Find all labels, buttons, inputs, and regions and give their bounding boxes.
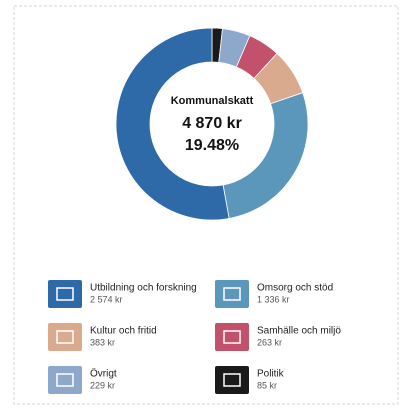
legend-icon bbox=[48, 323, 82, 351]
center-amount: 4 870 kr bbox=[182, 115, 242, 132]
legend-icon bbox=[48, 280, 82, 308]
donut-segment bbox=[115, 27, 230, 221]
center-percent: 19.48% bbox=[185, 137, 239, 154]
legend-value: 2 574 kr bbox=[90, 294, 123, 304]
legend-value: 383 kr bbox=[90, 337, 115, 347]
legend-icon bbox=[215, 323, 249, 351]
legend-icon bbox=[215, 366, 249, 394]
legend-value: 85 kr bbox=[257, 380, 277, 390]
legend-icon-glyph bbox=[223, 373, 241, 387]
legend-name: Omsorg och stöd bbox=[257, 283, 333, 294]
legend-icon bbox=[215, 280, 249, 308]
legend-icon bbox=[48, 366, 82, 394]
legend-icon-glyph bbox=[56, 287, 74, 301]
donut bbox=[115, 27, 309, 221]
legend-icon-glyph bbox=[223, 330, 241, 344]
legend-icon-glyph bbox=[223, 287, 241, 301]
legend-name: Övrigt bbox=[90, 368, 117, 380]
legend-name: Samhälle och miljö bbox=[257, 326, 341, 337]
center-title: Kommunalskatt bbox=[171, 95, 254, 107]
legend-value: 229 kr bbox=[90, 380, 115, 390]
legend-value: 263 kr bbox=[257, 337, 282, 347]
legend-name: Kultur och fritid bbox=[90, 326, 157, 337]
legend-name: Politik bbox=[257, 369, 285, 380]
legend-icon-glyph bbox=[56, 373, 74, 387]
legend-icon-glyph bbox=[56, 330, 74, 344]
legend-name: Utbildning och forskning bbox=[90, 283, 197, 294]
legend-value: 1 336 kr bbox=[257, 294, 290, 304]
